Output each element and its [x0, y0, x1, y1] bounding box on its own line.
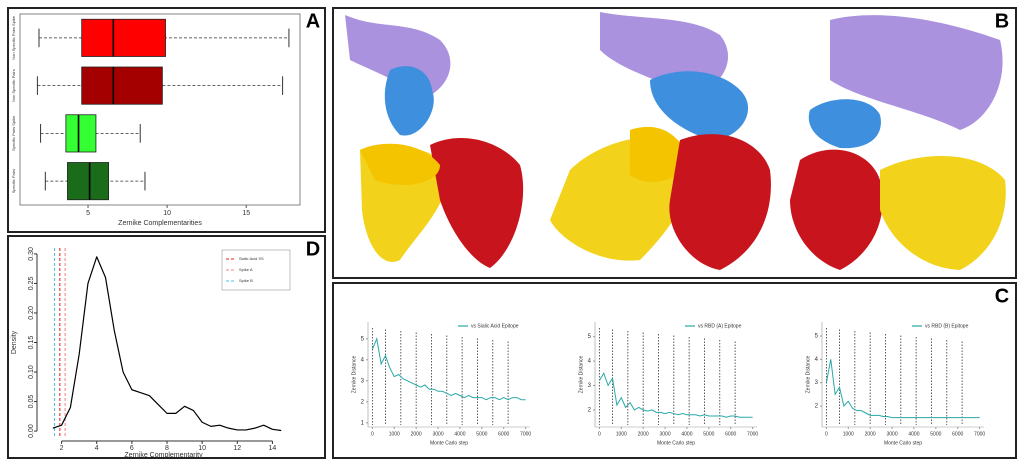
x-axis-label: Monte Carlo step	[884, 440, 922, 446]
legend-label: vs RBD (B) Epitope	[925, 323, 969, 329]
x-tick-label: 7000	[747, 431, 758, 437]
density-line	[52, 256, 282, 432]
x-tick-label: 12	[233, 445, 241, 452]
x-axis-label: Monte Carlo step	[430, 440, 468, 446]
box	[81, 66, 163, 105]
legend-label: Spike A	[239, 267, 253, 272]
y-axis-label: Zernike Distance	[351, 356, 357, 394]
y-axis-label: Density	[11, 330, 18, 354]
x-tick-label: 3000	[432, 431, 443, 437]
x-tick-label: 5000	[703, 431, 714, 437]
x-axis-label: Zernike Complementarities	[118, 220, 202, 227]
x-tick-label: 4000	[681, 431, 692, 437]
panel-label: A	[306, 10, 320, 32]
panel-a-frame	[7, 7, 326, 233]
y-tick-label: 0.25	[28, 277, 35, 291]
x-tick-label: 5000	[476, 431, 487, 437]
x-tick-label: 0	[371, 431, 374, 437]
x-tick-label: 7000	[974, 431, 985, 437]
x-tick-label: 7000	[520, 431, 531, 437]
x-tick-label: 0	[825, 431, 828, 437]
panel-c-frame	[332, 282, 1017, 459]
x-tick-label: 2000	[638, 431, 649, 437]
y-tick-label: 2	[361, 399, 365, 405]
panel-label: B	[995, 10, 1009, 32]
series-line	[825, 359, 980, 419]
x-tick-label: 4	[95, 445, 99, 452]
x-axis-label: Monte Carlo step	[657, 440, 695, 446]
category-label: Specific Pairs Spike	[11, 115, 16, 151]
x-tick-label: 2	[60, 445, 64, 452]
series-line	[598, 372, 753, 418]
y-tick-label: 0.10	[28, 365, 35, 379]
y-tick-label: 3	[361, 378, 365, 384]
x-tick-label: 10	[163, 210, 171, 217]
x-tick-label: 6000	[952, 431, 963, 437]
x-axis-label: Zernike Complementarity	[124, 452, 203, 459]
y-axis-label: Zernike Distance	[578, 356, 584, 394]
series-line	[371, 337, 526, 401]
y-tick-label: 3	[588, 383, 592, 389]
y-tick-label: 3	[815, 380, 819, 386]
y-axis-label: Zernike Distance	[805, 356, 811, 394]
x-tick-label: 2000	[865, 431, 876, 437]
x-tick-label: 6000	[498, 431, 509, 437]
box	[81, 18, 166, 57]
y-tick-label: 0.20	[28, 306, 35, 320]
legend-label: Sialic Acid SS	[239, 256, 264, 261]
category-label: Non Specific Pairs	[11, 69, 16, 102]
x-tick-label: 3000	[886, 431, 897, 437]
render-1	[345, 15, 524, 268]
category-label: Specific Pairs	[11, 169, 16, 193]
x-tick-label: 10	[198, 445, 206, 452]
x-tick-label: 4000	[908, 431, 919, 437]
legend-label: vs RBD (A) Epitope	[698, 323, 742, 329]
x-tick-label: 2000	[411, 431, 422, 437]
x-tick-label: 1000	[616, 431, 627, 437]
x-tick-label: 5000	[930, 431, 941, 437]
category-label: Non Specific Pairs Spike	[11, 15, 16, 60]
y-tick-label: 2	[588, 407, 592, 413]
x-tick-label: 6	[130, 445, 134, 452]
x-tick-label: 1000	[389, 431, 400, 437]
y-tick-label: 0.00	[28, 424, 35, 438]
x-tick-label: 1000	[843, 431, 854, 437]
legend-label: vs Sialic Acid Epitope	[471, 323, 519, 329]
y-tick-label: 2	[815, 404, 819, 410]
y-tick-label: 0.05	[28, 395, 35, 409]
legend-label: Spike B	[239, 278, 253, 283]
box	[65, 114, 97, 153]
x-tick-label: 8	[165, 445, 169, 452]
box	[67, 162, 109, 201]
x-tick-label: 0	[598, 431, 601, 437]
x-tick-label: 4000	[454, 431, 465, 437]
panel-label: C	[995, 285, 1009, 307]
y-tick-label: 5	[815, 334, 819, 340]
panel-label: D	[306, 238, 320, 260]
y-tick-label: 5	[361, 336, 365, 342]
y-tick-label: 0.30	[28, 247, 35, 261]
x-tick-label: 14	[269, 445, 277, 452]
x-tick-label: 3000	[659, 431, 670, 437]
y-tick-label: 0.15	[28, 336, 35, 350]
plot-frame	[19, 13, 301, 206]
y-tick-label: 4	[588, 359, 592, 365]
y-tick-label: 1	[361, 420, 365, 426]
render-2	[550, 12, 771, 270]
y-tick-label: 4	[361, 357, 365, 363]
x-tick-label: 6000	[725, 431, 736, 437]
render-3	[790, 15, 1006, 270]
x-tick-label: 5	[86, 210, 90, 217]
y-tick-label: 5	[588, 334, 592, 340]
y-tick-label: 4	[815, 357, 819, 363]
protein-renders	[345, 12, 1006, 270]
x-tick-label: 15	[242, 210, 250, 217]
